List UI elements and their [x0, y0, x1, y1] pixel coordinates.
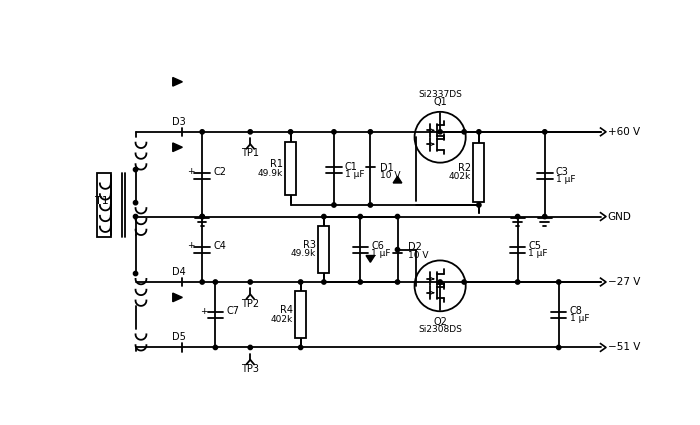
Circle shape	[438, 280, 442, 284]
Bar	[318, 226, 329, 273]
Circle shape	[200, 280, 204, 284]
Bar	[285, 142, 296, 195]
Text: D1: D1	[381, 163, 394, 173]
Circle shape	[542, 214, 547, 219]
Text: R2: R2	[458, 163, 471, 173]
Text: TP2: TP2	[241, 298, 259, 309]
Text: +: +	[200, 307, 207, 316]
Circle shape	[298, 345, 303, 350]
Circle shape	[200, 214, 204, 219]
Circle shape	[515, 214, 520, 219]
Circle shape	[134, 272, 138, 276]
Circle shape	[395, 247, 400, 252]
Bar	[97, 173, 111, 237]
Text: 1 μF: 1 μF	[345, 170, 364, 178]
Text: T1: T1	[94, 196, 108, 206]
Circle shape	[477, 130, 481, 134]
Text: C2: C2	[213, 167, 226, 177]
Circle shape	[332, 203, 336, 207]
Text: C3: C3	[556, 167, 568, 177]
Circle shape	[134, 214, 138, 219]
Text: C1: C1	[345, 162, 358, 172]
Circle shape	[214, 345, 218, 350]
Circle shape	[395, 214, 400, 219]
Circle shape	[332, 130, 336, 134]
Polygon shape	[173, 143, 183, 152]
Text: GND: GND	[608, 212, 631, 221]
Text: 1 μF: 1 μF	[371, 249, 391, 258]
Circle shape	[248, 280, 253, 284]
Polygon shape	[393, 176, 402, 183]
Circle shape	[358, 280, 363, 284]
Text: +: +	[187, 241, 195, 250]
Circle shape	[556, 345, 561, 350]
Bar	[473, 143, 484, 202]
Text: −51 V: −51 V	[608, 343, 640, 352]
Circle shape	[288, 130, 293, 134]
Circle shape	[515, 280, 520, 284]
Circle shape	[542, 130, 547, 134]
Text: Si2337DS: Si2337DS	[418, 90, 462, 99]
Circle shape	[556, 280, 561, 284]
Circle shape	[462, 130, 466, 134]
Circle shape	[368, 130, 372, 134]
Text: 49.9k: 49.9k	[291, 249, 316, 258]
Circle shape	[200, 130, 204, 134]
Text: D3: D3	[172, 117, 186, 127]
Text: C6: C6	[371, 241, 384, 251]
Text: 1 μF: 1 μF	[556, 175, 575, 184]
Text: C4: C4	[213, 241, 226, 251]
Circle shape	[395, 280, 400, 284]
Text: −27 V: −27 V	[608, 277, 640, 287]
Text: Q1: Q1	[433, 97, 447, 107]
Text: +: +	[187, 167, 195, 176]
Text: D2: D2	[407, 242, 421, 252]
Text: 10 V: 10 V	[407, 251, 428, 260]
Circle shape	[200, 214, 204, 219]
Circle shape	[248, 345, 253, 350]
Text: R4: R4	[280, 305, 293, 315]
Polygon shape	[173, 293, 183, 302]
Polygon shape	[366, 255, 375, 262]
Circle shape	[462, 280, 466, 284]
Text: 402k: 402k	[271, 315, 293, 324]
Text: D5: D5	[172, 332, 186, 343]
Text: TP3: TP3	[241, 364, 259, 374]
Text: 1 μF: 1 μF	[528, 249, 548, 258]
Text: C5: C5	[528, 241, 542, 251]
Circle shape	[358, 214, 363, 219]
Polygon shape	[173, 77, 183, 86]
Text: 402k: 402k	[449, 173, 471, 181]
Text: R3: R3	[303, 240, 316, 249]
Circle shape	[214, 280, 218, 284]
Text: Q2: Q2	[433, 317, 447, 327]
Circle shape	[477, 203, 481, 207]
Circle shape	[438, 130, 442, 134]
Circle shape	[134, 201, 138, 205]
Circle shape	[368, 203, 372, 207]
Text: 10 V: 10 V	[381, 171, 401, 180]
Text: Si2308DS: Si2308DS	[418, 325, 462, 334]
Text: TP1: TP1	[241, 148, 259, 159]
Circle shape	[134, 167, 138, 172]
Text: D4: D4	[172, 267, 186, 277]
Text: C7: C7	[226, 306, 239, 316]
Text: 49.9k: 49.9k	[258, 169, 283, 178]
Text: 1 μF: 1 μF	[570, 314, 589, 323]
Text: +60 V: +60 V	[608, 127, 640, 137]
Circle shape	[248, 130, 253, 134]
Text: R1: R1	[270, 159, 283, 169]
Bar	[295, 291, 306, 338]
Circle shape	[322, 214, 326, 219]
Circle shape	[322, 280, 326, 284]
Circle shape	[298, 280, 303, 284]
Text: C8: C8	[570, 306, 582, 316]
